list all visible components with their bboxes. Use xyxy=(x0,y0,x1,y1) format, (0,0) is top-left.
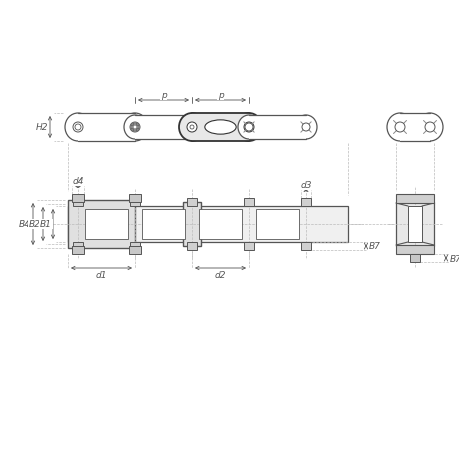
Circle shape xyxy=(132,125,138,131)
Ellipse shape xyxy=(294,116,316,140)
Bar xyxy=(395,202,433,246)
Circle shape xyxy=(133,126,137,130)
Bar xyxy=(243,199,253,207)
Circle shape xyxy=(394,123,404,133)
Bar xyxy=(141,210,185,240)
Text: B7: B7 xyxy=(449,254,459,263)
Ellipse shape xyxy=(386,114,412,142)
Circle shape xyxy=(243,123,253,133)
Bar xyxy=(407,207,421,242)
Bar xyxy=(300,199,310,207)
Circle shape xyxy=(130,123,140,133)
Circle shape xyxy=(424,123,434,133)
Bar xyxy=(72,246,84,254)
Bar xyxy=(248,116,305,140)
Circle shape xyxy=(245,124,252,132)
Bar xyxy=(187,242,196,251)
Circle shape xyxy=(190,126,194,130)
Bar xyxy=(68,207,347,242)
Bar xyxy=(72,195,84,202)
Bar xyxy=(300,242,310,251)
Ellipse shape xyxy=(179,114,205,142)
Bar xyxy=(68,201,134,248)
Ellipse shape xyxy=(235,114,262,142)
Bar xyxy=(399,114,429,142)
Text: H2: H2 xyxy=(36,123,48,132)
Text: d1: d1 xyxy=(95,270,107,279)
Ellipse shape xyxy=(237,116,259,140)
Text: d3: d3 xyxy=(300,181,311,190)
Text: B1: B1 xyxy=(40,220,52,229)
Bar xyxy=(129,246,141,254)
Text: p: p xyxy=(160,91,166,100)
Text: B7: B7 xyxy=(368,242,380,251)
Ellipse shape xyxy=(122,114,148,142)
Bar xyxy=(187,199,196,207)
Bar xyxy=(395,195,433,203)
Text: B2: B2 xyxy=(29,220,41,229)
Circle shape xyxy=(73,123,83,133)
Ellipse shape xyxy=(124,116,146,140)
Bar xyxy=(78,114,134,142)
Circle shape xyxy=(302,124,309,132)
Bar xyxy=(198,210,241,240)
Bar xyxy=(191,114,248,142)
Text: d4: d4 xyxy=(72,177,84,186)
Circle shape xyxy=(187,123,196,133)
Ellipse shape xyxy=(204,121,235,135)
Bar xyxy=(134,116,191,140)
Bar xyxy=(243,242,253,251)
Circle shape xyxy=(75,125,81,131)
Text: p: p xyxy=(217,91,223,100)
Bar xyxy=(183,202,201,246)
Bar xyxy=(255,210,298,240)
Bar xyxy=(129,195,141,202)
Bar xyxy=(73,199,83,207)
Bar xyxy=(84,210,128,240)
Circle shape xyxy=(188,124,196,132)
Bar xyxy=(409,254,419,263)
Text: d2: d2 xyxy=(214,270,226,279)
Text: B4: B4 xyxy=(19,220,31,229)
Ellipse shape xyxy=(180,116,202,140)
Bar xyxy=(130,199,140,207)
Bar xyxy=(395,246,433,254)
Ellipse shape xyxy=(416,114,442,142)
Bar xyxy=(130,242,140,251)
Bar xyxy=(73,242,83,251)
Circle shape xyxy=(131,124,139,132)
Ellipse shape xyxy=(65,114,91,142)
